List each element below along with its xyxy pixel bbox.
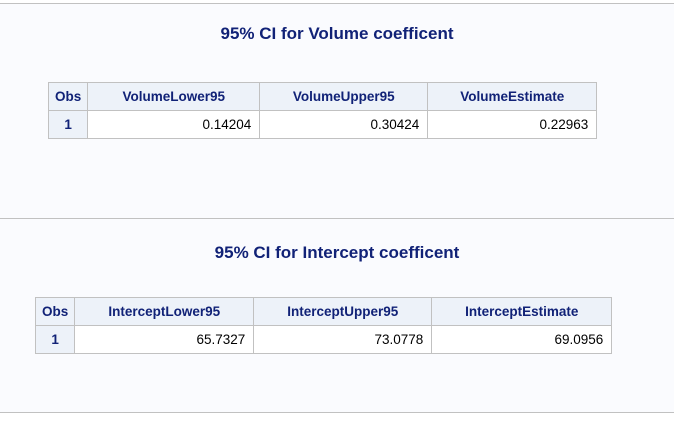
table-row: 1 65.7327 73.0778 69.0956 xyxy=(34,325,613,354)
table-header-row: Obs InterceptLower95 InterceptUpper95 In… xyxy=(34,297,613,326)
volume-ci-panel: 95% CI for Volume coefficent Obs VolumeL… xyxy=(0,3,674,219)
intercept-ci-panel: 95% CI for Intercept coefficent Obs Inte… xyxy=(0,219,674,413)
volume-estimate-column-header: VolumeEstimate xyxy=(427,82,598,111)
obs-cell: 1 xyxy=(47,110,89,139)
intercept-lower95-cell: 65.7327 xyxy=(74,325,255,354)
volume-ci-table: Obs VolumeLower95 VolumeUpper95 VolumeEs… xyxy=(47,82,598,139)
intercept-upper95-column-header: InterceptUpper95 xyxy=(253,297,433,326)
volume-estimate-cell: 0.22963 xyxy=(427,110,598,139)
intercept-upper95-cell: 73.0778 xyxy=(253,325,433,354)
intercept-ci-table: Obs InterceptLower95 InterceptUpper95 In… xyxy=(34,297,613,354)
obs-cell: 1 xyxy=(34,325,76,354)
volume-ci-title: 95% CI for Volume coefficent xyxy=(220,24,454,43)
intercept-estimate-column-header: InterceptEstimate xyxy=(431,297,613,326)
obs-column-header: Obs xyxy=(34,297,76,326)
volume-lower95-column-header: VolumeLower95 xyxy=(87,82,261,111)
intercept-lower95-column-header: InterceptLower95 xyxy=(74,297,255,326)
volume-upper95-column-header: VolumeUpper95 xyxy=(259,82,429,111)
intercept-estimate-cell: 69.0956 xyxy=(431,325,613,354)
table-row: 1 0.14204 0.30424 0.22963 xyxy=(47,110,598,139)
intercept-ci-title: 95% CI for Intercept coefficent xyxy=(214,243,460,262)
table-header-row: Obs VolumeLower95 VolumeUpper95 VolumeEs… xyxy=(47,82,598,111)
obs-column-header: Obs xyxy=(47,82,89,111)
volume-upper95-cell: 0.30424 xyxy=(259,110,429,139)
volume-lower95-cell: 0.14204 xyxy=(87,110,261,139)
